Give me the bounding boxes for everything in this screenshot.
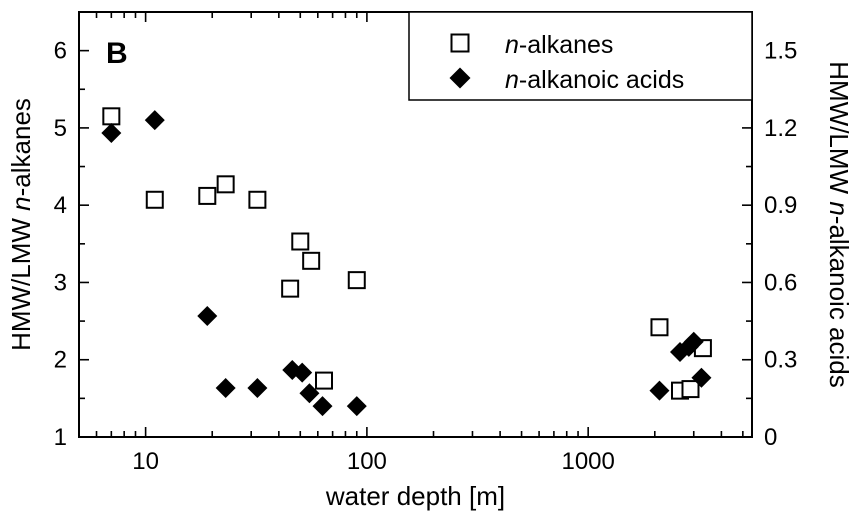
series-alkanes: [102, 107, 712, 400]
y-right-tick-label: 0.9: [764, 192, 797, 219]
panel-label: B: [106, 37, 128, 70]
data-point-alkanes: [145, 190, 164, 209]
y-left-tick-label: 6: [54, 38, 67, 65]
data-point-alkanoic-acids: [312, 396, 333, 417]
y-left-tick-label: 1: [54, 424, 67, 451]
data-point-alkanoic-acids: [346, 396, 367, 417]
legend-label: n-alkanes: [505, 31, 613, 59]
data-point-alkanes: [291, 232, 310, 251]
data-point-alkanoic-acids: [215, 378, 236, 399]
legend: n-alkanes n-alkanoic acids: [408, 11, 753, 101]
y-left-tick-label: 5: [54, 115, 67, 142]
y-right-tick-label: 0.3: [764, 347, 797, 374]
data-point-alkanes: [681, 380, 700, 399]
y-left-tick-label: 4: [54, 192, 67, 219]
data-point-alkanes: [315, 371, 334, 390]
data-point-alkanes: [248, 190, 267, 209]
data-point-alkanoic-acids: [292, 362, 313, 383]
data-point-alkanoic-acids: [299, 383, 320, 404]
x-axis-title: water depth [m]: [325, 481, 505, 511]
data-point-alkanes: [102, 107, 121, 126]
data-point-alkanes: [650, 318, 669, 337]
legend-marker-alkanes: [450, 33, 470, 53]
series-alkanoic-acids: [101, 110, 712, 417]
y-right-tick-label: 0.6: [764, 269, 797, 296]
data-point-alkanes: [216, 175, 235, 194]
data-point-alkanoic-acids: [101, 123, 122, 144]
y-axis-title-left: HMW/LMW n-alkanes: [6, 98, 36, 351]
legend-label: n-alkanoic acids: [505, 66, 684, 94]
data-point-alkanoic-acids: [649, 380, 670, 401]
y-left-tick-label: 2: [54, 347, 67, 374]
data-point-alkanes: [198, 186, 217, 205]
x-tick-label: 100: [347, 448, 387, 475]
data-point-alkanes: [281, 279, 300, 298]
marks-layer: [101, 107, 712, 417]
data-point-alkanoic-acids: [691, 367, 712, 388]
data-point-alkanoic-acids: [197, 305, 218, 326]
y-right-tick-label: 1.2: [764, 115, 797, 142]
y-right-tick-label: 1.5: [764, 38, 797, 65]
data-point-alkanoic-acids: [247, 378, 268, 399]
axes-layer: 10 100 1000 1 2 3 4 5 6 0 0.3 0.6 0.9 1.2 1.5 water dep…: [6, 11, 854, 511]
x-tick-label: 1000: [561, 448, 614, 475]
legend-marker-alkanoic-acids: [449, 67, 471, 89]
data-point-alkanes: [302, 251, 321, 270]
legend-box: [408, 11, 753, 101]
y-left-tick-label: 3: [54, 269, 67, 296]
data-point-alkanes: [347, 271, 366, 290]
y-axis-title-right: HMW/LMW n-alkanoic acids: [824, 61, 854, 388]
x-tick-label: 10: [132, 448, 159, 475]
data-point-alkanoic-acids: [144, 110, 165, 131]
data-point-alkanoic-acids: [683, 331, 704, 352]
y-right-tick-label: 0: [764, 424, 777, 451]
